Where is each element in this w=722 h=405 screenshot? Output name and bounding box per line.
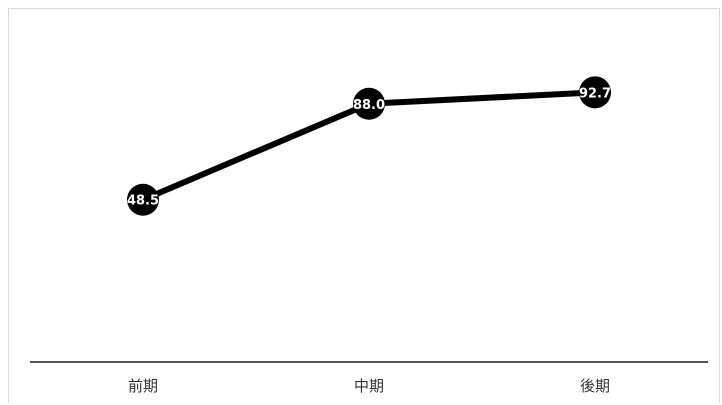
x-tick-label: 後期 [580,377,610,395]
x-tick-label: 前期 [128,377,158,395]
x-tick-labels: 前期 中期 後期 [128,377,610,395]
data-point-marker [579,76,611,109]
data-label: 48.5 [127,194,159,209]
data-point: 92.7 [579,76,611,109]
chart-frame [8,8,720,403]
data-markers: 48.5 88.0 92.7 [127,76,611,216]
x-tick-label: 中期 [354,377,384,395]
data-label: 92.7 [579,86,611,101]
data-point: 88.0 [353,87,385,120]
data-point: 48.5 [127,183,159,216]
data-point-marker [353,87,385,120]
data-label: 88.0 [353,98,385,113]
data-point-marker [127,183,159,216]
